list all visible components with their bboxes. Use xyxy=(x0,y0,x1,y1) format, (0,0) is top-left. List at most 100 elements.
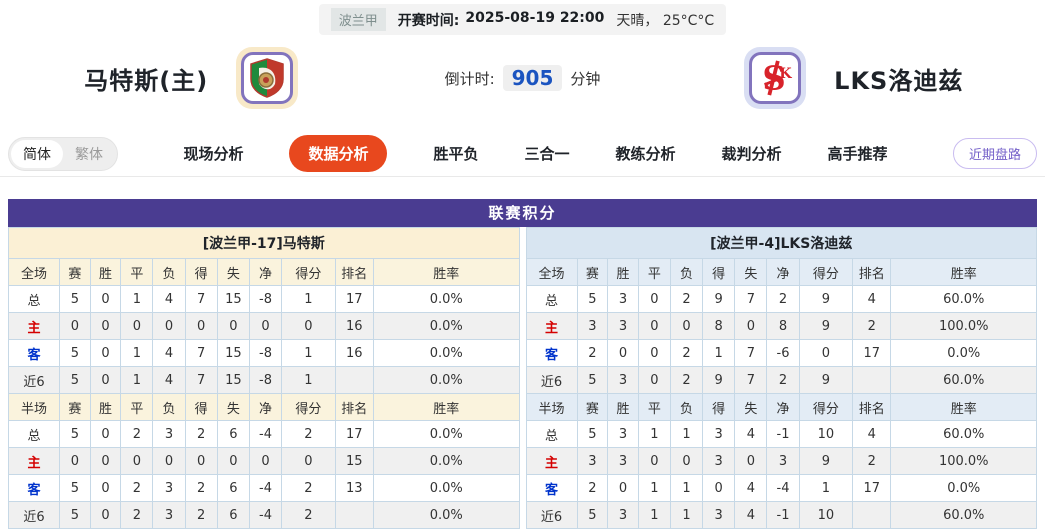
table-cell: 1 xyxy=(703,340,735,367)
row-label: 近6 xyxy=(526,367,577,394)
nav-tab-0[interactable]: 现场分析 xyxy=(183,143,243,164)
table-cell: 17 xyxy=(853,475,891,502)
table-cell: 3 xyxy=(703,421,735,448)
table-cell: 5 xyxy=(60,367,91,394)
away-table-team-header: [波兰甲-4]LKS洛迪兹 xyxy=(526,228,1037,259)
column-header: 负 xyxy=(670,394,702,421)
table-cell: 1 xyxy=(282,367,336,394)
nav-tab-5[interactable]: 裁判分析 xyxy=(722,143,782,164)
table-cell: 0.0% xyxy=(373,502,519,529)
table-cell: 2 xyxy=(767,286,799,313)
table-cell: 0 xyxy=(217,313,249,340)
table-cell: 0 xyxy=(90,421,121,448)
table-cell: 1 xyxy=(282,286,336,313)
table-cell: 0 xyxy=(153,448,185,475)
table-cell: 4 xyxy=(735,475,767,502)
column-header: 失 xyxy=(735,259,767,286)
column-header: 排名 xyxy=(335,394,373,421)
match-header: 马特斯(主) 倒计时: 905 分钟 S xyxy=(0,37,1045,119)
row-label: 主 xyxy=(526,313,577,340)
table-cell: 8 xyxy=(703,313,735,340)
table-cell: 0 xyxy=(282,448,336,475)
table-cell: 0 xyxy=(638,448,670,475)
column-header: 全场 xyxy=(526,259,577,286)
lang-traditional[interactable]: 繁体 xyxy=(63,140,115,168)
table-cell: 15 xyxy=(217,340,249,367)
column-header: 胜率 xyxy=(891,394,1037,421)
column-header: 失 xyxy=(217,259,249,286)
table-cell: 3 xyxy=(153,421,185,448)
table-cell: 1 xyxy=(121,340,153,367)
column-header: 赛 xyxy=(60,259,91,286)
column-header: 胜 xyxy=(608,259,639,286)
table-cell: 0.0% xyxy=(373,340,519,367)
column-header: 平 xyxy=(121,259,153,286)
column-header: 得分 xyxy=(282,394,336,421)
recent-trend-button[interactable]: 近期盘路 xyxy=(953,138,1037,169)
table-cell: 0 xyxy=(90,286,121,313)
table-cell: 3 xyxy=(577,313,608,340)
league-badge[interactable]: 波兰甲 xyxy=(331,8,386,31)
column-header: 排名 xyxy=(335,259,373,286)
nav-tab-4[interactable]: 教练分析 xyxy=(616,143,676,164)
table-cell: 3 xyxy=(577,448,608,475)
table-cell: -4 xyxy=(249,502,281,529)
table-cell: 3 xyxy=(767,448,799,475)
table-cell: 1 xyxy=(670,475,702,502)
nav-tab-1[interactable]: 数据分析 xyxy=(289,135,387,172)
table-cell: 1 xyxy=(799,475,853,502)
table-cell: 0.0% xyxy=(891,340,1037,367)
kickoff-value: 2025-08-19 22:00 xyxy=(465,10,604,30)
table-cell: 2 xyxy=(121,421,153,448)
table-cell xyxy=(335,367,373,394)
home-team-header-label: [波兰甲-17]马特斯 xyxy=(9,228,520,259)
table-cell: 0 xyxy=(703,475,735,502)
column-header: 得 xyxy=(703,394,735,421)
row-label: 主 xyxy=(9,313,60,340)
column-header: 赛 xyxy=(60,394,91,421)
table-cell: 15 xyxy=(217,367,249,394)
table-cell: 60.0% xyxy=(891,502,1037,529)
kickoff-label: 开赛时间: xyxy=(398,10,460,30)
top-info-bar: 波兰甲 开赛时间: 2025-08-19 22:00 天晴， 25°C°C xyxy=(0,0,1045,35)
table-cell: 4 xyxy=(153,367,185,394)
column-header: 负 xyxy=(153,259,185,286)
lang-simplified[interactable]: 简体 xyxy=(11,140,63,168)
table-cell: 6 xyxy=(217,421,249,448)
column-header: 净 xyxy=(767,259,799,286)
table-cell: 3 xyxy=(608,367,639,394)
table-cell: 7 xyxy=(735,367,767,394)
row-label: 客 xyxy=(9,475,60,502)
table-cell: 0 xyxy=(185,448,217,475)
table-cell: 0 xyxy=(638,367,670,394)
countdown-unit: 分钟 xyxy=(570,68,600,89)
row-label: 主 xyxy=(526,448,577,475)
table-cell: 2 xyxy=(185,475,217,502)
table-cell: 17 xyxy=(335,286,373,313)
row-label: 主 xyxy=(9,448,60,475)
nav-tab-2[interactable]: 胜平负 xyxy=(433,143,478,164)
column-header: 胜 xyxy=(90,394,121,421)
column-header: 得分 xyxy=(799,259,853,286)
table-cell: 0 xyxy=(90,448,121,475)
table-cell: 5 xyxy=(60,502,91,529)
shield-crest-icon xyxy=(241,52,293,104)
match-meta: 波兰甲 开赛时间: 2025-08-19 22:00 天晴， 25°C°C xyxy=(319,4,726,35)
table-cell xyxy=(335,502,373,529)
nav-tab-6[interactable]: 高手推荐 xyxy=(828,143,888,164)
table-cell: 4 xyxy=(853,286,891,313)
table-cell: 17 xyxy=(853,340,891,367)
table-cell: -1 xyxy=(767,502,799,529)
table-cell: 0 xyxy=(153,313,185,340)
table-cell: 0 xyxy=(608,340,639,367)
table-cell: 16 xyxy=(335,313,373,340)
lks-monogram-icon: S K xyxy=(749,52,801,104)
table-cell: 0 xyxy=(282,313,336,340)
table-cell: 6 xyxy=(217,475,249,502)
nav-tab-3[interactable]: 三合一 xyxy=(524,143,569,164)
